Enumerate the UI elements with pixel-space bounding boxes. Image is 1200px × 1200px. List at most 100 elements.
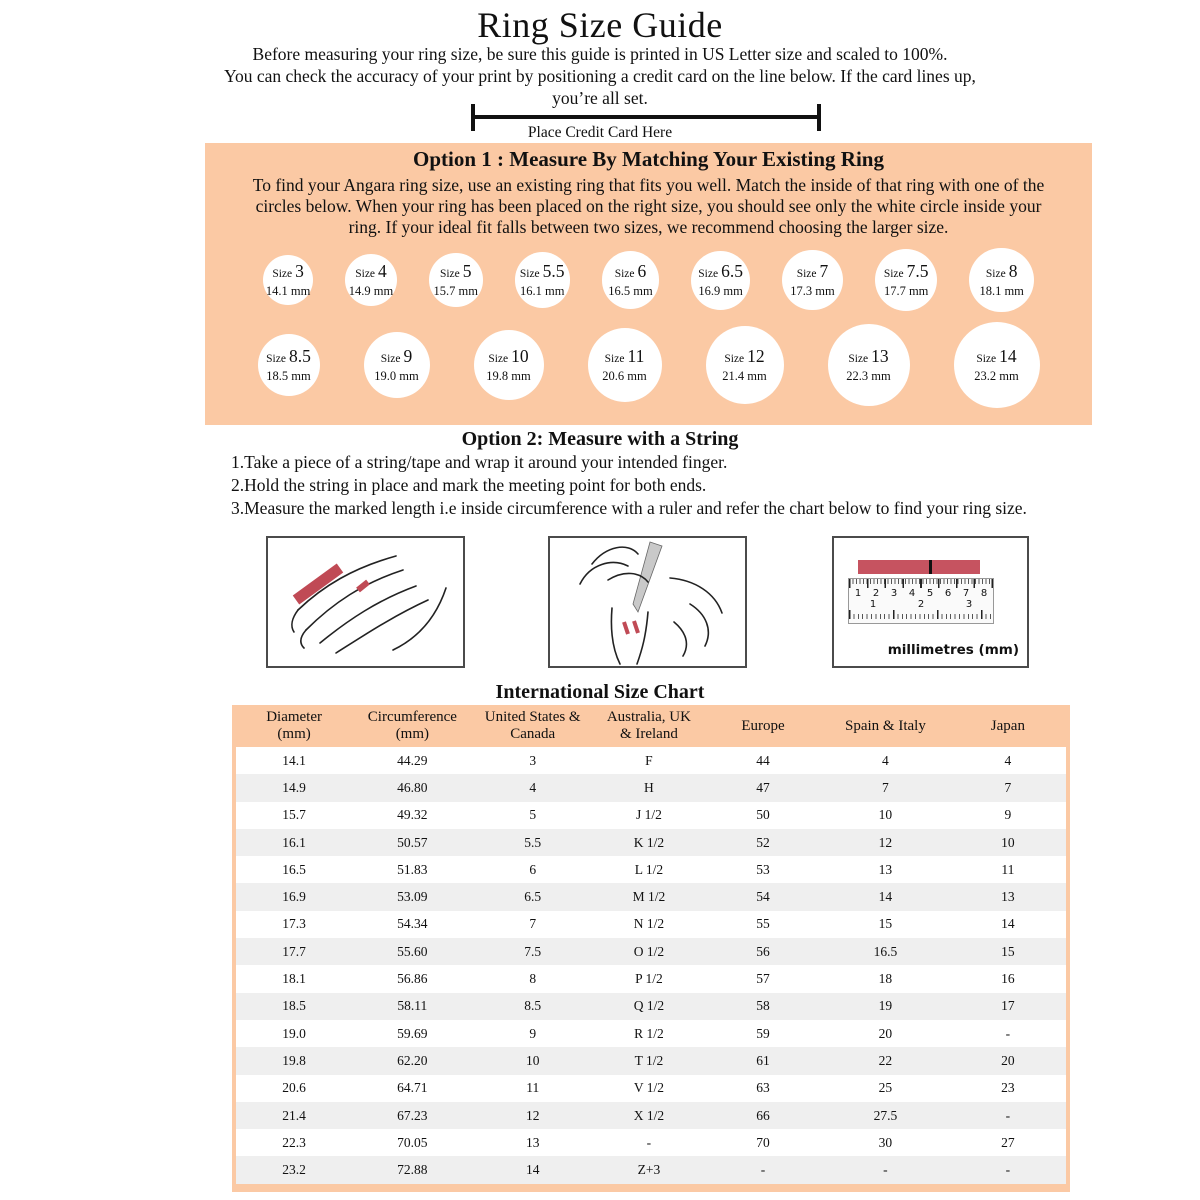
size-number: 9	[403, 345, 413, 366]
ring-circles-row-1: Size 3 14.1 mm Size 4 14.9 mm Size 5 15.7 mm Size…	[205, 247, 1092, 313]
size-word: Size	[724, 352, 745, 365]
table-row: 20.6 64.71 11 V 1/2 63 25 23	[236, 1074, 1066, 1102]
step-1: 1.Take a piece of a string/tape and wrap…	[231, 452, 728, 472]
size-number: 8.5	[288, 345, 311, 366]
size-number: 12	[747, 345, 765, 366]
table-cell: -	[1005, 1025, 1011, 1041]
table-cell: 56.86	[397, 971, 428, 987]
table-cell: 14	[1001, 916, 1015, 932]
table-cell: 7.5	[524, 943, 542, 959]
intro-line-1: Before measuring your ring size, be sure…	[252, 44, 948, 64]
table-cell: 13	[878, 861, 893, 877]
table-cell: 25	[878, 1080, 893, 1096]
intro-line-2: You can check the accuracy of your print…	[224, 66, 976, 86]
size-word: Size	[439, 267, 460, 280]
table-cell: 20	[1001, 1052, 1015, 1068]
ring-size-circle: Size 6.5 16.9 mm	[691, 250, 751, 310]
table-row: 19.0 59.69 9 R 1/2 59 20 -	[236, 1019, 1066, 1048]
size-number: 7.5	[906, 260, 929, 281]
ring-size-circle: Size 7.5 17.7 mm	[874, 248, 938, 312]
size-word: Size	[272, 267, 293, 280]
size-diameter-mm: 20.6 mm	[602, 368, 647, 383]
table-row: 22.3 70.05 13 - 70 30 27	[236, 1129, 1066, 1157]
ruler-number: 2	[917, 599, 925, 610]
table-cell: R 1/2	[634, 1025, 664, 1041]
illustration-wrap-string	[266, 536, 465, 668]
table-cell: 15	[1001, 943, 1015, 959]
table-cell: 59	[756, 1025, 770, 1041]
ruler-number: 1	[869, 599, 877, 610]
size-word: Size	[848, 352, 869, 365]
size-word: Size	[380, 352, 401, 365]
size-number: 6.5	[721, 260, 743, 281]
line-end-tick-right	[817, 104, 821, 131]
ruler-numbers-bottom: 1 2 3	[849, 599, 993, 610]
table-row: 16.5 51.83 6 L 1/2 53 13 11	[236, 856, 1066, 884]
table-cell: 20.6	[282, 1080, 306, 1096]
size-diameter-mm: 16.9 mm	[698, 283, 743, 298]
table-cell: 15	[878, 916, 893, 932]
ruler-ticks-top	[849, 579, 993, 588]
size-diameter-mm: 22.3 mm	[846, 368, 891, 383]
table-cell: -	[646, 1134, 652, 1150]
table-cell: 14.1	[282, 752, 306, 768]
size-diameter-mm: 15.7 mm	[433, 283, 478, 298]
table-cell: 10	[525, 1052, 540, 1068]
ruler-unit-label: millimetres (mm)	[887, 642, 1019, 658]
col-header-us-canada: United States & Canada	[484, 709, 581, 742]
table-cell: 27.5	[873, 1107, 898, 1123]
table-cell: 14	[878, 889, 893, 905]
table-cell: 11	[1001, 861, 1015, 877]
table-cell: 17	[1001, 998, 1015, 1014]
ring-size-circle: Size 8.5 18.5 mm	[257, 334, 320, 396]
table-cell: T 1/2	[634, 1052, 664, 1068]
table-cell: 63	[756, 1080, 770, 1096]
ruler-number: 6	[944, 588, 952, 599]
size-table: Diameter (mm) Circumference (mm) United …	[236, 705, 1066, 1184]
table-cell: 6.5	[524, 889, 542, 905]
table-cell: 70.05	[397, 1134, 428, 1150]
table-row: 14.1 44.29 3 F 44 4 4	[236, 747, 1066, 775]
size-table-header-row: Diameter (mm) Circumference (mm) United …	[236, 705, 1066, 747]
table-cell: H	[644, 779, 654, 795]
table-cell: 54	[756, 889, 770, 905]
page-title: Ring Size Guide	[477, 5, 723, 45]
table-cell: 18.5	[282, 998, 306, 1014]
ring-size-circle: Size 3 14.1 mm	[263, 255, 314, 305]
credit-card-measure-line	[471, 104, 821, 131]
table-cell: 16.5	[282, 861, 306, 877]
ruler-number: 1	[854, 588, 862, 599]
ring-size-circle: Size 12 21.4 mm	[705, 326, 784, 404]
col-header-spain-italy: Spain & Italy	[845, 717, 926, 734]
table-cell: J 1/2	[635, 807, 662, 823]
table-row: 16.1 50.57 5.5 K 1/2 52 12 10	[236, 828, 1066, 857]
size-diameter-mm: 23.2 mm	[974, 368, 1019, 383]
table-cell: 44.29	[397, 752, 428, 768]
size-diameter-mm: 16.5 mm	[608, 283, 653, 298]
ring-size-circle: Size 5.5 16.1 mm	[514, 252, 570, 308]
table-cell: 20	[878, 1025, 893, 1041]
table-cell: 50	[756, 807, 770, 823]
option2-heading: Option 2: Measure with a String	[461, 428, 739, 450]
table-row: 21.4 67.23 12 X 1/2 66 27.5 -	[236, 1101, 1066, 1130]
ring-size-circle: Size 10 19.8 mm	[473, 330, 544, 400]
table-cell: 57	[756, 971, 770, 987]
table-cell: O 1/2	[633, 943, 665, 959]
ruler-number: 3	[890, 588, 898, 599]
size-diameter-mm: 19.8 mm	[486, 368, 531, 383]
size-word: Size	[614, 267, 635, 280]
table-cell: 16.1	[282, 834, 306, 850]
table-cell: 8.5	[524, 998, 542, 1014]
illustration-mark-string	[548, 536, 747, 668]
size-diameter-mm: 14.1 mm	[265, 283, 311, 298]
table-cell: -	[883, 1162, 888, 1178]
table-cell: 66	[756, 1107, 770, 1123]
option1-section: Option 1 : Measure By Matching Your Exis…	[205, 143, 1092, 425]
col-header-europe: Europe	[741, 717, 785, 734]
table-cell: N 1/2	[633, 916, 665, 932]
col-header-japan: Japan	[990, 717, 1025, 734]
international-size-chart: Diameter (mm) Circumference (mm) United …	[232, 705, 1070, 1192]
ring-circles-row-2: Size 8.5 18.5 mm Size 9 19.0 mm Size 10 19.8 mm S…	[205, 321, 1092, 409]
table-cell: 16	[1001, 971, 1015, 987]
